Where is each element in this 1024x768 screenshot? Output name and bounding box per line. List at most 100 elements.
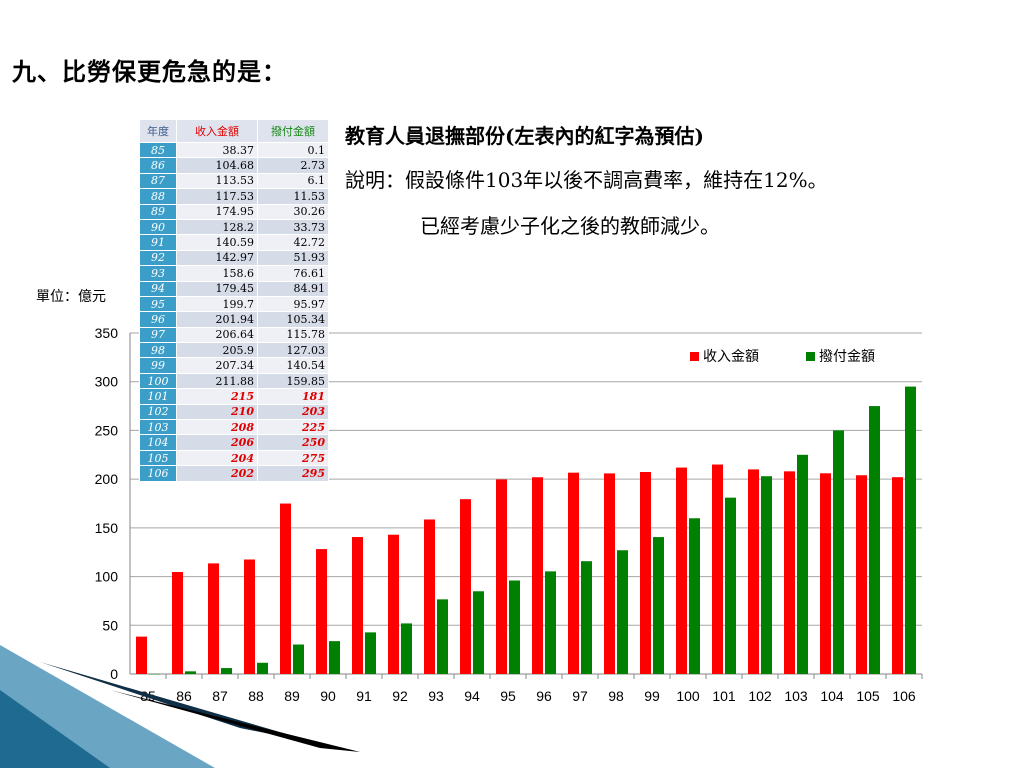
x-tick-label: 91 <box>356 688 372 704</box>
y-tick-label: 0 <box>110 666 118 682</box>
y-tick-label: 150 <box>95 520 119 536</box>
bar-payout <box>257 662 268 674</box>
x-tick-label: 99 <box>644 688 660 704</box>
table-row: 92 142.97 51.93 <box>139 249 329 267</box>
bar-income <box>676 467 687 674</box>
x-tick-label: 90 <box>320 688 336 704</box>
x-tick-label: 88 <box>248 688 264 704</box>
bar-payout <box>761 476 772 674</box>
unit-label: 單位：億元 <box>36 289 106 305</box>
cell-payout: 84.91 <box>257 280 329 297</box>
cell-payout: 11.53 <box>257 188 329 205</box>
cell-year: 105 <box>139 449 177 467</box>
x-tick-label: 96 <box>536 688 552 704</box>
table-row: 91 140.59 42.72 <box>139 234 329 251</box>
x-tick-label: 92 <box>392 688 408 704</box>
table-row: 99 207.34 140.54 <box>139 357 329 374</box>
legend-swatch-income <box>690 352 699 361</box>
x-tick-label: 86 <box>176 688 192 704</box>
cell-income: 206.64 <box>176 326 258 344</box>
cell-payout: 225 <box>257 419 329 436</box>
table-row: 88 117.53 11.53 <box>139 188 329 205</box>
bar-payout <box>905 386 916 674</box>
bar-payout <box>329 641 340 674</box>
bar-income <box>244 559 255 674</box>
cell-payout: 42.72 <box>257 234 329 251</box>
cell-payout: 181 <box>257 388 329 405</box>
table-row: 98 205.9 127.03 <box>139 342 329 359</box>
bar-payout <box>833 430 844 674</box>
bar-income <box>712 464 723 674</box>
x-tick-label: 87 <box>212 688 228 704</box>
bar-payout <box>437 599 448 674</box>
bar-income <box>388 534 399 674</box>
cell-year: 87 <box>139 172 177 190</box>
cell-year: 103 <box>139 419 177 436</box>
x-tick-label: 104 <box>820 688 844 704</box>
cell-year: 99 <box>139 357 177 374</box>
cell-year: 101 <box>139 388 177 405</box>
bar-income <box>280 503 291 674</box>
bar-income <box>604 473 615 674</box>
bar-payout <box>293 644 304 674</box>
x-tick-label: 105 <box>856 688 880 704</box>
table-row: 101 215 181 <box>139 388 329 405</box>
cell-income: 208 <box>176 419 258 436</box>
cell-payout: 203 <box>257 403 329 421</box>
table-row: 93 158.6 76.61 <box>139 265 329 282</box>
cell-year: 97 <box>139 326 177 344</box>
cell-payout: 127.03 <box>257 342 329 359</box>
legend-swatch-payout <box>806 352 815 361</box>
bar-payout <box>869 406 880 674</box>
bar-payout <box>725 497 736 674</box>
table-row: 105 204 275 <box>139 449 329 467</box>
y-tick-label: 350 <box>95 325 119 341</box>
bar-income <box>136 636 147 674</box>
bar-income <box>316 549 327 674</box>
x-tick-label: 102 <box>748 688 772 704</box>
cell-payout: 95.97 <box>257 295 329 313</box>
table-row: 97 206.64 115.78 <box>139 326 329 344</box>
bar-income <box>208 563 219 674</box>
cell-payout: 159.85 <box>257 372 329 390</box>
bar-income <box>460 499 471 674</box>
y-tick-label: 250 <box>95 422 119 438</box>
bar-income <box>496 479 507 674</box>
bar-payout <box>221 668 232 674</box>
table-row: 94 179.45 84.91 <box>139 280 329 297</box>
table-row: 86 104.68 2.73 <box>139 157 329 174</box>
table-row: 100 211.88 159.85 <box>139 372 329 390</box>
bar-income <box>532 477 543 674</box>
legend-label-income: 收入金額 <box>703 348 759 364</box>
cell-year: 90 <box>139 218 177 236</box>
bar-payout <box>365 632 376 674</box>
cell-payout: 76.61 <box>257 265 329 282</box>
page-title: 九、比勞保更危急的是： <box>12 57 287 86</box>
cell-payout: 140.54 <box>257 357 329 374</box>
cell-income: 207.34 <box>176 357 258 374</box>
x-tick-label: 93 <box>428 688 444 704</box>
x-tick-label: 101 <box>712 688 736 704</box>
bar-payout <box>653 537 664 674</box>
x-tick-label: 100 <box>676 688 700 704</box>
cell-income: 206 <box>176 434 258 451</box>
x-tick-label: 94 <box>464 688 480 704</box>
legend-item-payout: 撥付金額 <box>806 346 875 366</box>
description-line-1: 說明：假設條件103年以後不調高費率，維持在12%。 <box>345 168 828 192</box>
bar-income <box>820 473 831 674</box>
cell-payout: 6.1 <box>257 172 329 190</box>
cell-year: 93 <box>139 265 177 282</box>
section-heading: 教育人員退撫部份(左表內的紅字為預估) <box>345 124 704 148</box>
x-tick-label: 103 <box>784 688 808 704</box>
bar-payout <box>473 591 484 674</box>
table-row: 102 210 203 <box>139 403 329 421</box>
cell-income: 113.53 <box>176 172 258 190</box>
decor-swoosh-dark <box>0 690 110 768</box>
cell-income: 179.45 <box>176 280 258 297</box>
cell-income: 158.6 <box>176 265 258 282</box>
bar-income <box>640 471 651 674</box>
table-row: 96 201.94 105.34 <box>139 311 329 328</box>
cell-income: 211.88 <box>176 372 258 390</box>
bar-payout <box>689 518 700 674</box>
